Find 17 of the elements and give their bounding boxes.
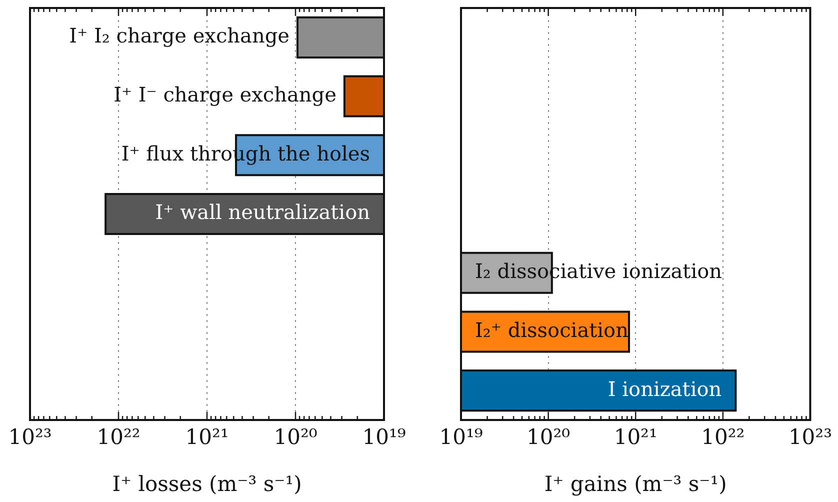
x-tick-label: 10²³ (788, 425, 832, 450)
category-label: I⁺ wall neutralization (155, 200, 370, 224)
x-tick-label: 10²² (96, 425, 140, 450)
x-tick-label: 10¹⁹ (362, 425, 406, 450)
x-axis-title: I⁺ gains (m⁻³ s⁻¹) (544, 472, 727, 496)
x-tick-label: 10²³ (8, 425, 52, 450)
x-tick-label: 10¹⁹ (439, 425, 483, 450)
x-tick-label: 10²⁰ (274, 425, 318, 450)
category-label: I⁺ I₂ charge exchange (69, 24, 290, 48)
category-label: I₂⁺ dissociation (475, 318, 628, 342)
category-label: I⁺ I⁻ charge exchange (114, 82, 336, 106)
x-tick-label: 10²¹ (185, 425, 229, 450)
x-axis-title: I⁺ losses (m⁻³ s⁻¹) (112, 472, 302, 496)
category-label: I ionization (608, 376, 722, 401)
x-tick-label: 10²⁰ (526, 425, 570, 450)
x-tick-label: 10²² (701, 425, 745, 450)
x-tick-label: 10²¹ (614, 425, 658, 450)
